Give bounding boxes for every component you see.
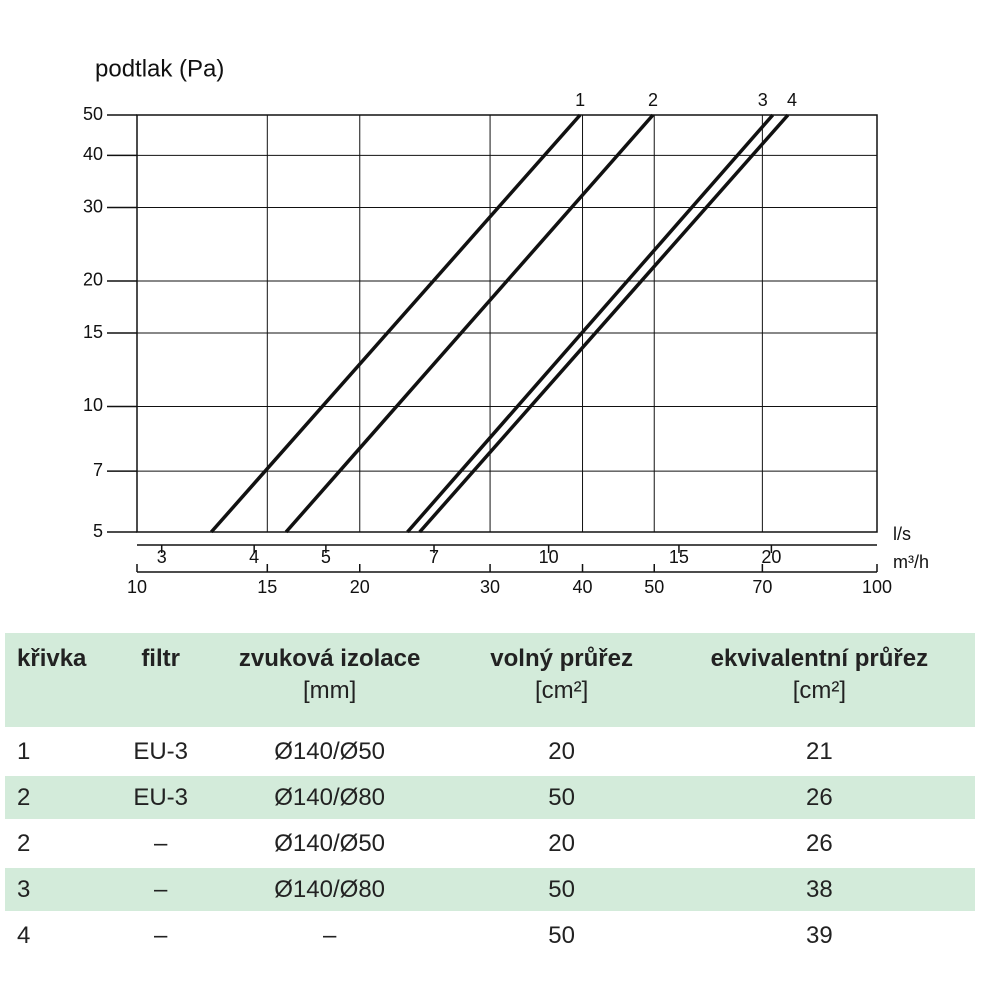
table-row: 1 EU-3 Ø140/Ø50 20 21 (5, 730, 975, 773)
table-cell: 50 (548, 921, 575, 949)
table-cell: 20 (548, 737, 575, 765)
table-cell: – (153, 829, 168, 857)
x-tick-label: 50 (644, 577, 664, 597)
table-cell: – (153, 921, 168, 949)
curve-label: 1 (575, 90, 585, 110)
x2-tick-label: 15 (669, 547, 689, 567)
y-tick-label: 40 (83, 144, 103, 164)
table-row: 3– Ø140/Ø80 50 38 (5, 868, 975, 911)
table-cell: Ø140/Ø80 (199, 776, 460, 819)
table-row: 2 EU-3 Ø140/Ø80 50 26 (5, 776, 975, 819)
table-cell: EU-3 (133, 737, 188, 765)
y-tick-label: 50 (83, 104, 103, 124)
curve (406, 113, 775, 534)
table-cell: 50 (459, 868, 664, 911)
x-tick-label: 10 (127, 577, 147, 597)
y-tick-label: 15 (83, 322, 103, 342)
x2-axis-label: l/s (893, 524, 911, 544)
table-cell: Ø140/Ø50 (274, 829, 386, 857)
table-cell: 26 (806, 829, 833, 857)
table-cell: 39 (806, 921, 833, 949)
table-row: 4 – – 50 39 (5, 914, 975, 957)
header-unit: [mm] (302, 677, 357, 704)
table-cell: Ø140/Ø50 (274, 737, 386, 765)
table-cell: 4 (17, 921, 31, 949)
table-cell: 3 (5, 868, 122, 911)
x2-tick-label: 4 (249, 547, 259, 567)
header-text: volný průřez (490, 645, 633, 672)
header-cell: volný průřez [cm²] (459, 633, 664, 727)
y-tick-label: 5 (93, 521, 103, 541)
header-cell: zvuková izolace [mm] (199, 633, 460, 727)
curve-label: 3 (758, 90, 768, 110)
y-tick-label: 7 (93, 460, 103, 480)
table-cell: 21 (806, 737, 833, 765)
header-unit: [cm²] (534, 677, 589, 704)
header-cell: filtr (121, 633, 200, 727)
curve (418, 113, 790, 534)
x2-tick-label: 10 (539, 547, 559, 567)
x-tick-label: 20 (350, 577, 370, 597)
table: křivka filtr zvuková izolace [mm] volný průř… (5, 630, 975, 960)
table-row: 2 – Ø140/Ø50 20 26 (5, 822, 975, 865)
y-axis-label: podtlak (Pa) (95, 55, 224, 82)
header-text: křivka (17, 645, 87, 672)
x-tick-label: 40 (573, 577, 593, 597)
table-cell: 20 (548, 829, 575, 857)
plot-frame (136, 114, 878, 533)
table-cell: 26 (663, 776, 975, 819)
curve-label: 2 (648, 90, 658, 110)
table-cell: Ø140/Ø80 (199, 868, 460, 911)
x2-tick-label: 5 (321, 547, 331, 567)
x2-tick-label: 3 (157, 547, 167, 567)
header-text: filtr (141, 645, 180, 672)
header-cell: křivka (5, 633, 122, 727)
curve (209, 113, 582, 534)
x2-tick-label: 7 (429, 547, 439, 567)
table-cell: 2 (5, 776, 122, 819)
curve-label: 4 (787, 90, 797, 110)
header-row: křivka filtr zvuková izolace [mm] volný průř… (5, 633, 975, 727)
table-cell: – (322, 921, 337, 949)
x2-tick-label: 20 (761, 547, 781, 567)
table-cell: 38 (663, 868, 975, 911)
table-cell: 2 (17, 829, 31, 857)
y-tick-label: 10 (83, 395, 103, 415)
x-tick-label: 70 (752, 577, 772, 597)
table-cell: – (121, 868, 200, 911)
x-axis-label: m³/h (893, 552, 929, 572)
table-cell: 50 (459, 776, 664, 819)
y-tick-label: 30 (83, 196, 103, 216)
table-cell: 1 (17, 737, 31, 765)
header-cell: ekvivalentní průřez [cm²] (663, 633, 975, 727)
x-tick-label: 100 (862, 577, 892, 597)
curve (284, 113, 655, 534)
x-tick-label: 30 (480, 577, 500, 597)
table-cell: EU-3 (121, 776, 200, 819)
header-unit: [cm²] (792, 677, 847, 704)
header-text: ekvivalentní průřez (710, 645, 929, 672)
x-tick-label: 15 (257, 577, 277, 597)
y-tick-label: 20 (83, 270, 103, 290)
header-text: zvuková izolace (238, 645, 421, 672)
